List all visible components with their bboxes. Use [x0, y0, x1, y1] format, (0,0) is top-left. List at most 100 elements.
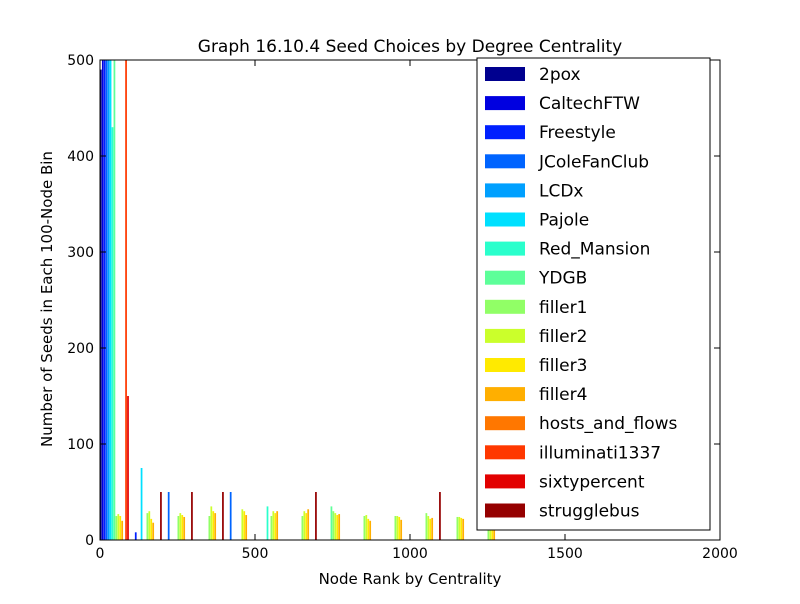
- bar-filler3-bin-700: [336, 515, 339, 540]
- bar-filler1-bin-700: [332, 511, 335, 540]
- bar-filler4-bin-700: [338, 514, 341, 540]
- y-tick-label-300: 300: [67, 245, 94, 261]
- legend-swatch-sixtypercent: [485, 474, 525, 489]
- legend-swatch-Freestyle: [485, 125, 525, 140]
- x-tick-label-500: 500: [242, 546, 269, 562]
- bar-filler4-bin-100: [152, 522, 155, 540]
- bar-filler3-bin-500: [274, 513, 277, 540]
- legend-label-Pajole: Pajole: [539, 211, 589, 231]
- bar-filler2-bin-600: [303, 511, 306, 540]
- bar-filler1-bin-600: [301, 516, 304, 540]
- bar-filler3-bin-0: [119, 516, 122, 540]
- legend-label-LCDx: LCDx: [539, 181, 584, 201]
- legend-swatch-2pox: [485, 67, 525, 81]
- legend-swatch-YDGB: [485, 270, 525, 285]
- legend-swatch-filler3: [485, 358, 525, 372]
- bar-filler3-bin-1000: [429, 518, 432, 540]
- bar-filler4-bin-500: [276, 511, 279, 540]
- bar-JColeFanClub-bin-0: [105, 60, 108, 540]
- bar-filler1-bin-0: [115, 516, 118, 540]
- bar-filler2-bin-1000: [427, 516, 430, 540]
- legend-label-filler1: filler1: [539, 298, 587, 318]
- bar-strugglebus-bin-100: [160, 492, 162, 540]
- x-tick-label-2000: 2000: [702, 546, 738, 562]
- bar-JColeFanClub-bin-400: [229, 492, 232, 540]
- y-tick-label-0: 0: [85, 533, 94, 549]
- bar-filler2-bin-100: [148, 511, 151, 540]
- bar-strugglebus-bin-1000: [439, 492, 441, 540]
- bar-filler4-bin-400: [245, 515, 248, 540]
- legend-label-filler3: filler3: [539, 356, 587, 376]
- bar-filler2-bin-500: [272, 511, 275, 540]
- bar-filler4-bin-900: [400, 519, 403, 540]
- legend-label-JColeFanClub: JColeFanClub: [538, 152, 649, 172]
- bar-strugglebus-bin-600: [315, 492, 317, 540]
- bar-filler2-bin-0: [117, 514, 120, 540]
- bar-filler3-bin-200: [181, 515, 184, 540]
- bar-LCDx-bin-0: [107, 60, 110, 540]
- bar-Red_Mansion-bin-0: [111, 127, 114, 540]
- y-tick-label-500: 500: [67, 53, 94, 69]
- bar-filler4-bin-300: [214, 513, 217, 540]
- x-tick-label-1500: 1500: [547, 546, 583, 562]
- legend-swatch-Pajole: [485, 212, 525, 227]
- bar-filler3-bin-800: [367, 518, 370, 540]
- legend-label-2pox: 2pox: [539, 65, 581, 85]
- bar-filler3-bin-600: [305, 513, 308, 540]
- legend-label-strugglebus: strugglebus: [539, 502, 640, 522]
- legend-swatch-illuminati1337: [485, 445, 525, 460]
- axes-layer: 0 500 1000 1500 2000 0 100 200 300 400 500: [67, 53, 738, 562]
- bar-filler4-bin-1000: [431, 517, 434, 540]
- bar-filler4-bin-1100: [462, 518, 465, 540]
- bar-YDGB-bin-700: [330, 506, 333, 540]
- bar-filler1-bin-1000: [425, 513, 428, 540]
- legend-label-Freestyle: Freestyle: [539, 123, 616, 143]
- x-tick-label-1000: 1000: [392, 546, 428, 562]
- bar-filler4-bin-800: [369, 520, 372, 540]
- legend-label-Red_Mansion: Red_Mansion: [539, 240, 650, 260]
- bar-filler1-bin-100: [146, 513, 149, 540]
- chart-title: Graph 16.10.4 Seed Choices by Degree Cen…: [198, 37, 622, 57]
- bar-Pajole-bin-0: [109, 60, 112, 540]
- bar-filler3-bin-300: [212, 511, 215, 540]
- bar-filler2-bin-700: [334, 513, 337, 540]
- bar-strugglebus-bin-200: [191, 492, 193, 540]
- x-tick-label-0: 0: [96, 546, 105, 562]
- bar-Freestyle-bin-100: [134, 532, 137, 540]
- legend-swatch-filler4: [485, 387, 525, 402]
- legend-swatch-hosts_and_flows: [485, 416, 525, 431]
- y-axis-label: Number of Seeds in Each 100-Node Bin: [38, 151, 56, 447]
- bar-strugglebus-bin-300: [222, 492, 224, 540]
- x-axis-label: Node Rank by Centrality: [319, 570, 502, 588]
- legend-label-YDGB: YDGB: [538, 269, 587, 289]
- bar-filler3-bin-100: [150, 518, 153, 540]
- legend-label-sixtypercent: sixtypercent: [539, 472, 645, 492]
- bar-filler1-bin-800: [363, 516, 366, 540]
- legend-swatch-Red_Mansion: [485, 241, 525, 256]
- bar-filler1-bin-300: [208, 516, 211, 540]
- bar-filler2-bin-900: [396, 516, 399, 540]
- legend-label-filler2: filler2: [539, 327, 587, 347]
- bar-sixtypercent-bin-0: [127, 396, 129, 540]
- bar-filler2-bin-400: [241, 509, 244, 540]
- legend-swatch-JColeFanClub: [485, 154, 525, 169]
- bar-filler2-bin-300: [210, 506, 213, 540]
- bar-filler4-bin-600: [307, 509, 310, 540]
- bar-Red_Mansion-bin-500: [266, 506, 269, 540]
- legend-swatch-strugglebus: [485, 503, 525, 518]
- bar-filler3-bin-900: [398, 516, 401, 540]
- bar-Freestyle-bin-0: [103, 60, 106, 540]
- y-tick-label-100: 100: [67, 437, 94, 453]
- bar-CaltechFTW-bin-0: [101, 60, 104, 540]
- legend-swatch-filler1: [485, 299, 525, 314]
- legend-swatch-filler2: [485, 328, 525, 343]
- bar-filler2-bin-1100: [458, 516, 461, 540]
- bar-YDGB-bin-0: [113, 60, 116, 540]
- legend-label-CaltechFTW: CaltechFTW: [539, 94, 640, 114]
- bars-layer: [100, 60, 496, 540]
- bar-filler1-bin-500: [270, 516, 273, 540]
- bar-filler1-bin-1100: [456, 516, 459, 540]
- bar-2pox-bin-0: [100, 69, 102, 540]
